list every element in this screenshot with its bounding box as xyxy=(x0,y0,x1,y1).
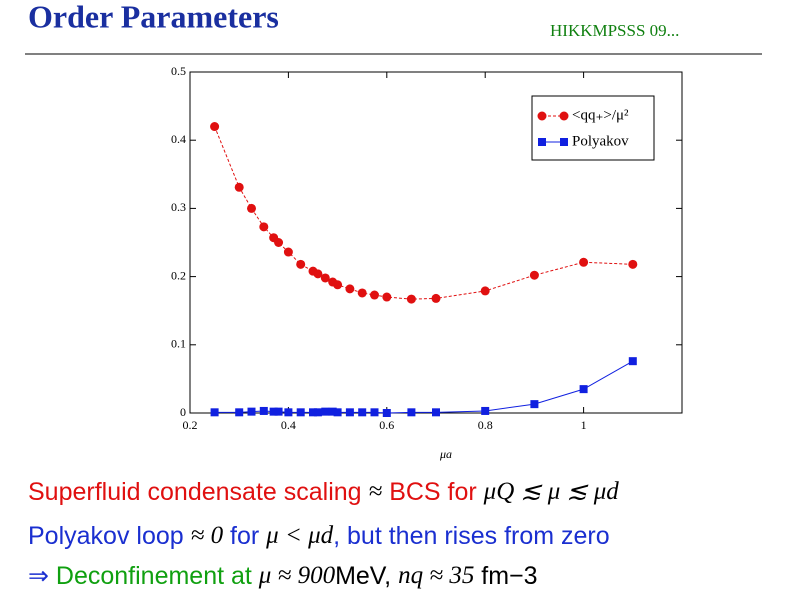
data-point xyxy=(259,406,268,415)
data-point xyxy=(432,408,440,417)
data-point xyxy=(247,407,256,416)
x-tick-label: 0.4 xyxy=(281,418,296,432)
bullet-text: for xyxy=(223,522,266,550)
data-point xyxy=(407,408,416,417)
data-point xyxy=(345,284,355,294)
y-tick-label: 0.1 xyxy=(171,337,186,351)
slide-title: Order Parameters xyxy=(28,0,279,34)
y-tick-label: 0.3 xyxy=(171,200,186,214)
data-point xyxy=(313,408,322,417)
bullet-math: ≈ 0 xyxy=(191,522,224,549)
series-line xyxy=(214,360,634,414)
x-tick-label: 1 xyxy=(581,418,587,432)
bullet-text: Superfluid condensate scaling xyxy=(28,478,369,506)
data-point xyxy=(579,385,588,394)
data-point xyxy=(529,270,539,280)
data-point xyxy=(370,408,379,417)
data-point xyxy=(210,122,220,132)
data-point xyxy=(370,290,379,300)
data-point xyxy=(247,203,256,213)
data-point xyxy=(234,182,244,192)
legend-marker xyxy=(537,111,547,121)
data-point xyxy=(406,294,416,304)
data-point xyxy=(530,400,539,409)
bullet-math: ≈ xyxy=(369,478,383,505)
data-point xyxy=(328,407,337,416)
legend-box xyxy=(531,95,655,161)
data-point xyxy=(382,409,391,417)
data-point xyxy=(480,286,490,296)
data-point xyxy=(313,269,323,279)
x-tick-label: 0.6 xyxy=(379,418,394,432)
legend-marker xyxy=(538,138,546,146)
data-point xyxy=(296,408,305,417)
data-point xyxy=(284,408,293,417)
bullet-line: ⇒ Deconfinement at μ ≈ 900MeV, nq ≈ 35 f… xyxy=(28,562,538,590)
bullet-text: BCS for xyxy=(382,478,483,506)
data-point xyxy=(274,238,284,247)
bullet-text: Polyakov loop xyxy=(28,522,191,550)
data-point xyxy=(235,408,244,417)
bullet-math: μQ ≲ μ ≲ μd xyxy=(483,478,620,505)
data-point xyxy=(431,293,441,303)
data-point xyxy=(357,288,367,298)
data-point xyxy=(481,406,490,415)
data-point xyxy=(358,408,367,417)
data-point xyxy=(296,259,306,269)
data-point xyxy=(269,407,278,416)
y-tick-label: 0.2 xyxy=(171,268,186,282)
bullet-math: nq ≈ 35 xyxy=(398,562,474,589)
data-point xyxy=(274,407,283,416)
data-point xyxy=(309,408,317,417)
data-point xyxy=(320,273,330,283)
data-point xyxy=(345,408,354,417)
x-axis-label: μa xyxy=(439,447,452,461)
x-tick-label: 0.2 xyxy=(183,418,198,432)
bullet-text: Deconfinement at xyxy=(49,562,259,590)
data-point xyxy=(210,408,219,417)
legend-label: Polyakov xyxy=(572,133,629,149)
data-point xyxy=(321,407,330,416)
data-point xyxy=(333,408,342,417)
bullet-text: fm−3 xyxy=(474,562,537,590)
x-tick-label: 0.8 xyxy=(478,418,493,432)
legend-marker xyxy=(560,138,568,146)
bullet-line: Polyakov loop ≈ 0 for μ < μd, but then r… xyxy=(28,522,610,550)
bullet-math: μ ≈ 900 xyxy=(258,562,336,589)
citation: HIKKMPSSS 09... xyxy=(550,21,679,40)
bullet-line: Superfluid condensate scaling ≈ BCS for … xyxy=(28,478,619,506)
legend-marker xyxy=(559,111,569,121)
data-point xyxy=(283,247,293,257)
y-tick-label: 0 xyxy=(180,405,186,419)
bullet-text: MeV, xyxy=(335,562,398,590)
bullet-text: , but then rises from zero xyxy=(333,522,610,550)
bullet-math: μ < μd xyxy=(265,522,333,549)
bullet-arrow: ⇒ xyxy=(28,562,49,590)
data-point xyxy=(628,259,638,269)
data-point xyxy=(333,280,343,290)
plot: 0 0.1 0.2 0.3 0.4 0.5 0.2 0.4 0.6 0.8 1 μa <qq₊>/μ² P… xyxy=(171,64,683,461)
y-tick-label: 0.4 xyxy=(171,132,186,146)
data-point xyxy=(628,357,637,366)
data-point xyxy=(382,292,392,302)
data-point xyxy=(579,257,589,267)
y-tick-label: 0.5 xyxy=(171,64,186,78)
data-point xyxy=(259,222,269,232)
legend-label: <qq₊>/μ² xyxy=(572,107,629,123)
